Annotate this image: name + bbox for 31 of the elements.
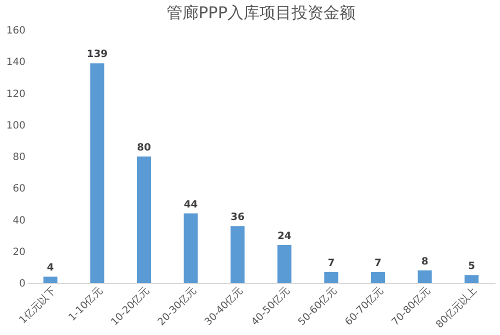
y-tick-label: 20 xyxy=(12,246,26,258)
data-label: 5 xyxy=(468,261,476,272)
bar xyxy=(371,272,385,283)
chart-title: 管廊PPP入库项目投资金额 xyxy=(166,3,356,22)
x-tick-label: 80亿元以上 xyxy=(434,284,480,331)
data-label: 36 xyxy=(230,212,245,224)
y-tick-label: 60 xyxy=(12,184,26,195)
bar xyxy=(464,275,479,283)
bar xyxy=(184,213,198,283)
data-label: 80 xyxy=(137,142,151,154)
y-tick-label: 0 xyxy=(19,278,26,290)
y-tick-label: 40 xyxy=(12,215,26,226)
bar xyxy=(324,272,338,283)
data-label: 7 xyxy=(328,258,335,269)
data-label: 139 xyxy=(86,49,108,60)
bar xyxy=(230,226,245,283)
bar xyxy=(418,270,432,283)
data-label: 8 xyxy=(421,256,428,268)
data-label: 44 xyxy=(184,199,198,210)
y-tick-label: 80 xyxy=(12,152,26,163)
y-tick-label: 120 xyxy=(6,88,26,100)
bar xyxy=(90,63,104,283)
bar xyxy=(137,156,151,283)
y-tick-label: 160 xyxy=(6,26,26,36)
data-label: 7 xyxy=(374,258,382,269)
data-label: 4 xyxy=(46,262,54,274)
y-tick-label: 100 xyxy=(6,120,26,132)
y-tick-label: 140 xyxy=(6,57,26,68)
bar xyxy=(277,245,292,283)
data-label: 24 xyxy=(277,231,292,242)
bar xyxy=(43,276,58,283)
